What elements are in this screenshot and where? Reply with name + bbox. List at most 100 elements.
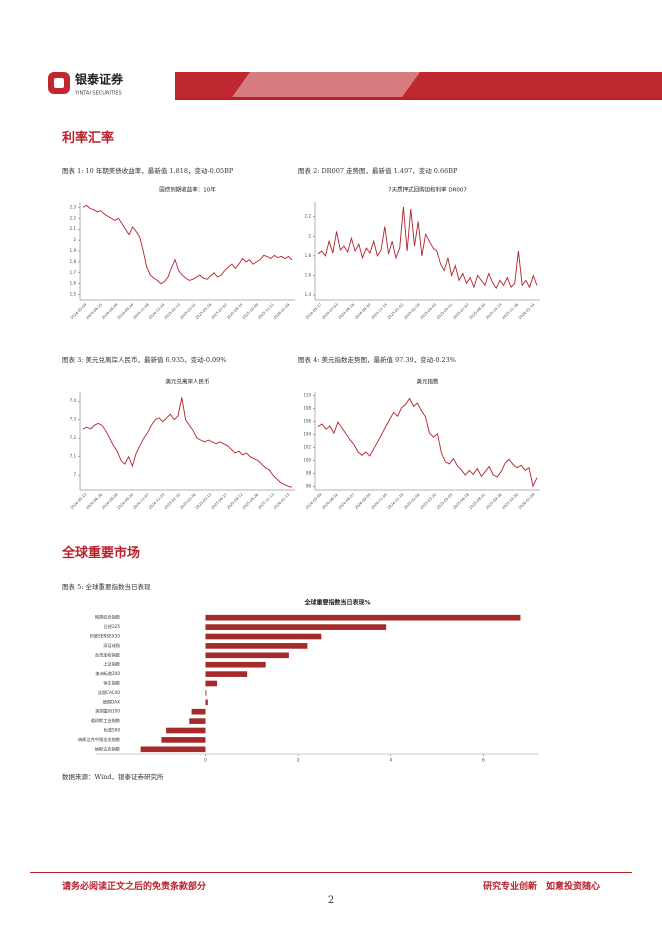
category-label: 印度SENSEX30 (90, 633, 121, 640)
footer-line (30, 872, 632, 873)
y-tick-label: 7.3 (70, 417, 77, 422)
x-tick-label: 2025-01-02 (387, 303, 405, 321)
caption: 图表 2: DR007 走势图，最新值 1.497，变动 0.66BP (298, 167, 458, 175)
y-tick-label: 1.8 (305, 253, 312, 258)
bar (205, 671, 248, 677)
x-tick-label: 2025-08-01 (469, 493, 487, 511)
x-tick-label: 2 (297, 758, 300, 764)
bar (161, 737, 206, 743)
chart-title: 国债到期收益率：10年 (159, 186, 216, 194)
x-tick-label: 2026-01-13 (273, 493, 291, 511)
category-label: 法国CAC40 (98, 689, 121, 696)
y-tick-label: 2.2 (70, 215, 77, 220)
x-tick-label: 4 (389, 758, 392, 764)
y-tick-label: 102 (303, 445, 311, 450)
bar (205, 643, 308, 649)
category-label: 日经225 (104, 623, 121, 630)
x-tick-label: 2024-05-17 (305, 303, 323, 321)
chart-title: 美元兑离岸人民币 (165, 378, 210, 386)
header: 银泰证券 YINTAI SECURITIES (48, 72, 662, 100)
category-label: 德国DAX (103, 698, 120, 705)
bar (140, 746, 206, 753)
bar (205, 661, 266, 668)
caption: 图表 5: 全球重要指数当日表现 (62, 583, 151, 591)
y-tick-label: 2 (308, 233, 311, 238)
y-tick-label: 1.9 (70, 248, 77, 253)
bar (189, 718, 206, 724)
banner-line (175, 97, 662, 100)
category-label: 深证成指 (103, 642, 120, 649)
y-tick-label: 7 (73, 472, 76, 477)
category-label: 英国富时100 (95, 708, 120, 715)
line (82, 397, 293, 488)
category-label: 台湾加权指数 (95, 651, 121, 658)
x-tick-label: 2024-11-15 (370, 303, 388, 321)
x-tick-label: 2024-08-07 (338, 493, 356, 511)
category-label: 恒生指数 (103, 680, 121, 687)
y-tick-label: 2.3 (70, 204, 77, 209)
x-tick-label: 2025-10-13 (485, 303, 503, 321)
x-tick-label: 2025-07-07 (452, 303, 470, 321)
bar (205, 680, 218, 687)
y-tick-label: 1.7 (70, 270, 77, 275)
y-tick-label: 1.6 (305, 273, 312, 278)
x-tick-label: 0 (204, 758, 207, 764)
x-tick-label: 6 (482, 758, 485, 764)
bar (205, 633, 322, 640)
x-tick-label: 2024-07-03 (321, 303, 339, 321)
y-tick-label: 2.1 (70, 226, 77, 231)
y-tick-label: 98 (306, 471, 312, 476)
chart-title: 全球重要指数当日表现% (303, 599, 370, 607)
category-label: 澳洲标普200 (95, 670, 120, 677)
x-tick-label: 2026-01-09 (273, 302, 291, 320)
x-tick-label: 2026-01-14 (518, 302, 536, 320)
chart-title: 美元指数 (416, 378, 439, 386)
footer-right: 研究专业创新 如意投资随心 (482, 882, 600, 892)
x-tick-label: 2024-11-05 (370, 493, 388, 511)
y-tick-label: 7.1 (70, 454, 77, 459)
y-tick-label: 7.2 (70, 435, 77, 440)
bar (205, 690, 207, 696)
line (82, 204, 293, 285)
category-label: 标普500 (104, 727, 121, 734)
logo-en: YINTAI SECURITIES (74, 91, 122, 97)
y-tick-label: 1.4 (305, 292, 312, 297)
bar (166, 727, 206, 734)
section-title: 全球重要市场 (62, 546, 141, 561)
category-label: 纳斯达克中国金龙指数 (78, 736, 121, 743)
bar (205, 614, 521, 621)
caption: 图表 4: 美元指数走势图，最新值 97.39，变动-0.23% (298, 356, 456, 364)
category-label: 道琼斯工业指数 (91, 717, 121, 724)
x-tick-label: 2026-01-09 (518, 492, 536, 510)
x-tick-label: 2025-05-21 (436, 303, 454, 321)
x-tick-label: 2025-04-03 (420, 303, 438, 321)
line (317, 206, 538, 290)
bar (191, 708, 206, 715)
y-tick-label: 106 (303, 418, 311, 423)
y-tick-label: 1.8 (70, 259, 77, 264)
footer-left: 请务必阅读正文之后的免责条款部分 (62, 882, 207, 892)
y-tick-label: 96 (306, 484, 312, 489)
page-number: 2 (327, 895, 335, 906)
y-tick-label: 100 (303, 458, 311, 463)
line (317, 397, 538, 488)
x-tick-label: 2025-05-05 (436, 493, 454, 511)
y-tick-label: 7.4 (70, 398, 77, 403)
category-label: 纳斯达克指数 (95, 745, 121, 752)
y-tick-label: 108 (303, 405, 311, 410)
category-label: 上证指数 (103, 661, 121, 668)
banner-shade (230, 72, 420, 100)
bar (205, 699, 208, 706)
y-tick-label: 1.5 (70, 292, 77, 297)
y-tick-label: 2.2 (305, 214, 312, 219)
caption: 图表 3: 美元兑离岸人民币，最新值 6.935，变动-0.09% (62, 356, 227, 364)
y-tick-label: 110 (303, 392, 311, 397)
y-tick-label: 2 (73, 237, 76, 242)
logo-inner (54, 78, 64, 88)
source: 数据来源：Wind，银泰证券研究所 (62, 773, 164, 781)
y-tick-label: 1.6 (70, 281, 77, 286)
bar (205, 624, 387, 630)
section-title: 利率汇率 (62, 131, 115, 146)
